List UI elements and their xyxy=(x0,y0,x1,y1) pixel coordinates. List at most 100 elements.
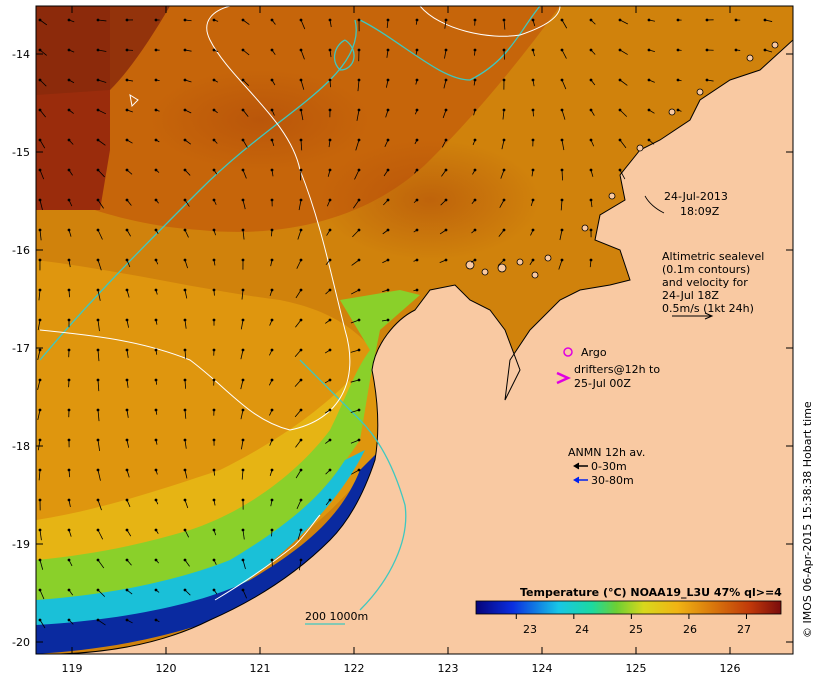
velocity-vector xyxy=(559,229,563,241)
velocity-vector xyxy=(68,589,74,596)
velocity-vector xyxy=(384,139,389,147)
velocity-vector xyxy=(213,109,218,114)
velocity-vector xyxy=(68,499,71,508)
velocity-vector xyxy=(325,439,331,444)
velocity-vector xyxy=(590,49,596,55)
velocity-vector xyxy=(155,529,159,534)
velocity-vector xyxy=(97,529,104,540)
velocity-vector xyxy=(383,169,389,177)
velocity-vector xyxy=(241,439,244,450)
argo-marker-icon xyxy=(563,347,573,357)
velocity-vector xyxy=(472,169,476,175)
velocity-vector xyxy=(350,439,360,444)
lon-tick-label: 125 xyxy=(626,662,647,675)
velocity-vector xyxy=(382,259,389,264)
velocity-vector xyxy=(295,319,302,328)
velocity-vector xyxy=(155,589,160,593)
velocity-vector xyxy=(242,139,248,148)
velocity-vector xyxy=(474,49,476,56)
velocity-vector xyxy=(242,529,245,540)
velocity-vector xyxy=(155,439,158,445)
velocity-vector xyxy=(326,199,331,207)
velocity-vector xyxy=(413,289,418,292)
velocity-vector xyxy=(329,49,332,58)
velocity-vector xyxy=(97,319,100,332)
velocity-vector xyxy=(619,19,629,25)
velocity-vector xyxy=(97,109,107,115)
colorbar-tick-label: 24 xyxy=(575,623,589,636)
velocity-vector xyxy=(326,229,331,236)
warm-eddy xyxy=(320,140,540,260)
velocity-vector xyxy=(325,499,331,506)
velocity-vector xyxy=(532,109,534,117)
velocity-vector xyxy=(240,379,244,390)
velocity-vector xyxy=(126,529,132,537)
velocity-vector xyxy=(68,559,73,567)
velocity-vector xyxy=(184,499,189,509)
velocity-vector xyxy=(184,319,187,329)
velocity-vector xyxy=(619,79,628,86)
velocity-vector xyxy=(37,319,41,331)
velocity-vector xyxy=(97,559,105,569)
velocity-vector xyxy=(382,229,389,235)
drifters-label-line1: drifters@12h to xyxy=(574,363,660,376)
velocity-vector xyxy=(242,229,245,240)
velocity-vector xyxy=(126,439,130,448)
velocity-vector xyxy=(325,319,331,324)
velocity-vector xyxy=(184,469,188,479)
velocity-vector xyxy=(324,379,331,384)
velocity-vector xyxy=(213,19,219,22)
velocity-vector xyxy=(294,409,302,418)
colorbar-tick-label: 23 xyxy=(523,623,537,636)
velocity-vector xyxy=(269,439,273,446)
credit-label: © IMOS 06-Apr-2015 15:38:38 Hobart time xyxy=(801,401,814,638)
colorbar-tick-label: 26 xyxy=(683,623,697,636)
velocity-vector xyxy=(297,529,302,540)
anmn-deep-label: 30-80m xyxy=(591,474,634,487)
velocity-vector xyxy=(270,229,273,237)
velocity-vector xyxy=(39,229,42,241)
velocity-vector xyxy=(444,49,447,59)
velocity-vector xyxy=(126,289,130,298)
lat-tick-label: -15 xyxy=(12,146,30,159)
velocity-vector xyxy=(213,199,217,205)
velocity-vector xyxy=(242,199,246,210)
plot-frame xyxy=(35,5,794,655)
velocity-vector xyxy=(97,169,105,178)
sealevel-note-line2: (0.1m contours) xyxy=(662,263,750,276)
velocity-vector xyxy=(325,289,331,295)
velocity-vector xyxy=(242,19,250,25)
velocity-vector xyxy=(530,199,534,207)
velocity-vector xyxy=(184,589,191,596)
velocity-vector xyxy=(499,199,505,208)
velocity-vector xyxy=(126,499,131,508)
velocity-vector xyxy=(97,499,102,511)
velocity-vector xyxy=(619,169,626,180)
velocity-vector xyxy=(590,169,594,177)
velocity-vector xyxy=(97,469,101,481)
velocity-vector xyxy=(271,139,275,147)
velocity-vector xyxy=(68,79,75,84)
island-group xyxy=(465,41,779,279)
lon-tick-label: 120 xyxy=(156,662,177,675)
lat-tick-label: -19 xyxy=(12,538,30,551)
velocity-vector xyxy=(155,319,158,325)
velocity-vector xyxy=(213,529,217,536)
velocity-scale-arrow-icon xyxy=(672,312,714,320)
velocity-vector xyxy=(97,439,100,452)
velocity-vector xyxy=(242,589,247,599)
velocity-vector xyxy=(590,79,596,86)
velocity-vector xyxy=(294,349,302,358)
velocity-vector xyxy=(413,229,418,233)
velocity-vector xyxy=(39,139,46,149)
velocity-vector xyxy=(126,379,129,388)
velocity-vector xyxy=(298,559,302,571)
velocity-vector xyxy=(414,139,418,145)
velocity-vector xyxy=(155,199,159,204)
velocity-vector xyxy=(590,139,595,147)
velocity-vector xyxy=(155,559,160,564)
velocity-vector xyxy=(126,229,131,237)
velocity-vector xyxy=(37,379,41,390)
velocity-vector xyxy=(498,229,505,237)
velocity-vector xyxy=(439,229,447,235)
